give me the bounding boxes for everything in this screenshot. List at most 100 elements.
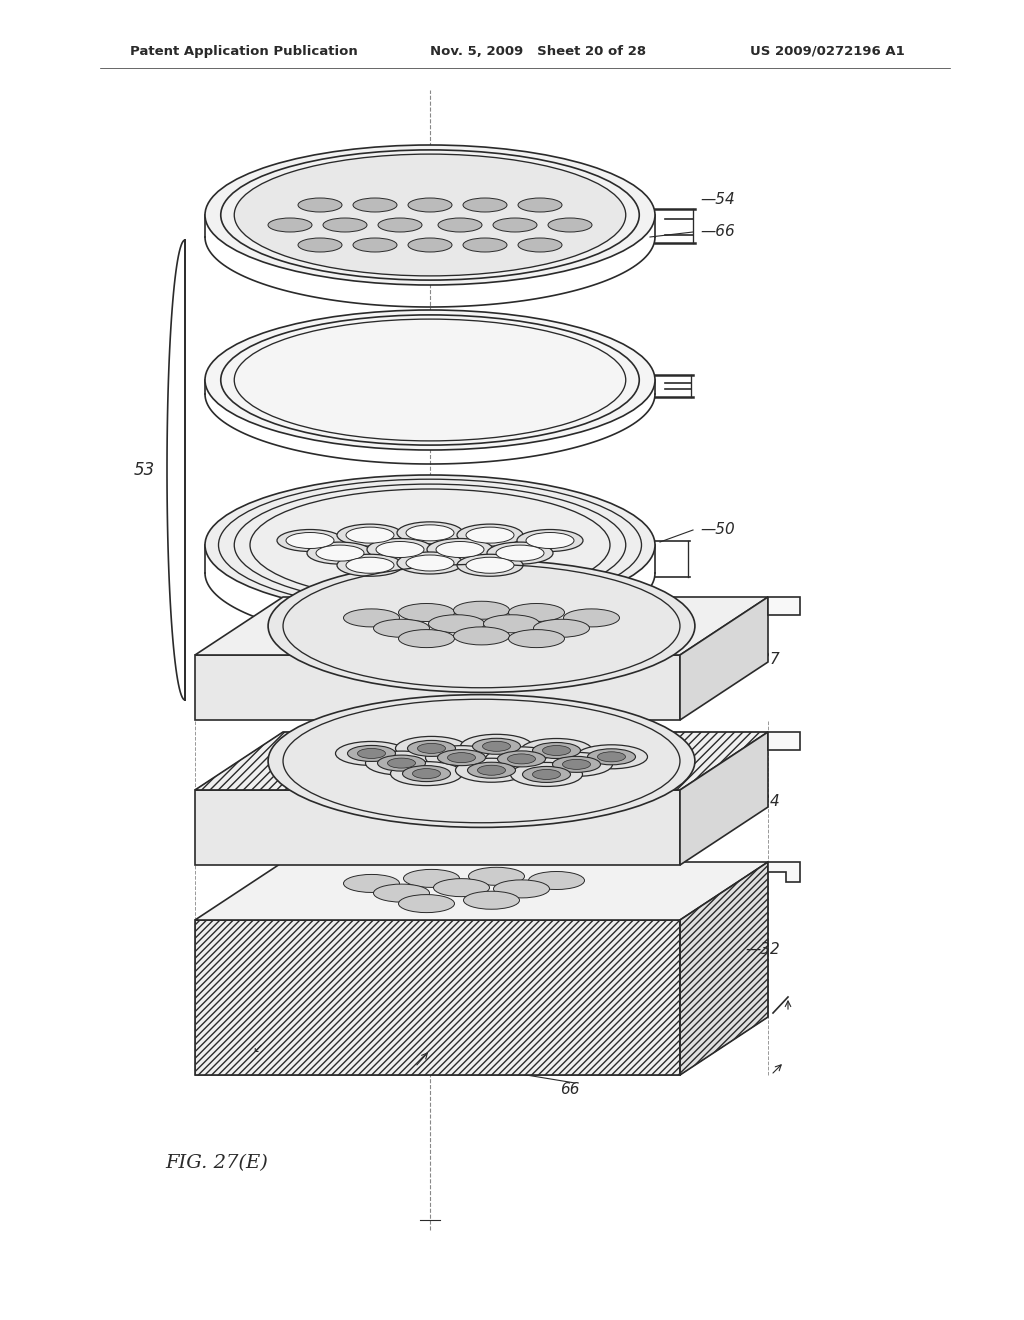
Ellipse shape bbox=[541, 752, 612, 776]
Text: —32: —32 bbox=[745, 942, 779, 957]
Ellipse shape bbox=[307, 543, 373, 564]
Ellipse shape bbox=[494, 880, 550, 898]
Polygon shape bbox=[680, 862, 768, 1074]
Ellipse shape bbox=[428, 615, 484, 632]
Ellipse shape bbox=[543, 746, 570, 755]
Ellipse shape bbox=[509, 630, 564, 648]
Ellipse shape bbox=[456, 758, 527, 783]
Ellipse shape bbox=[522, 767, 570, 783]
Ellipse shape bbox=[447, 752, 475, 763]
Ellipse shape bbox=[346, 527, 394, 543]
Ellipse shape bbox=[477, 766, 506, 775]
Ellipse shape bbox=[575, 744, 647, 768]
Ellipse shape bbox=[353, 198, 397, 213]
Polygon shape bbox=[195, 733, 768, 789]
Text: 66: 66 bbox=[560, 1082, 580, 1097]
Ellipse shape bbox=[406, 525, 454, 541]
Ellipse shape bbox=[588, 748, 636, 764]
Ellipse shape bbox=[268, 694, 695, 828]
Ellipse shape bbox=[454, 627, 510, 645]
Ellipse shape bbox=[496, 545, 544, 561]
Ellipse shape bbox=[528, 871, 585, 890]
Ellipse shape bbox=[427, 539, 493, 561]
Ellipse shape bbox=[278, 529, 343, 552]
Text: $\swarrow$: $\swarrow$ bbox=[250, 1041, 263, 1055]
Ellipse shape bbox=[343, 609, 399, 627]
Ellipse shape bbox=[518, 238, 562, 252]
Text: —37: —37 bbox=[745, 652, 779, 668]
Ellipse shape bbox=[520, 738, 593, 763]
Ellipse shape bbox=[346, 557, 394, 573]
Ellipse shape bbox=[387, 758, 416, 768]
Ellipse shape bbox=[469, 867, 524, 886]
Ellipse shape bbox=[397, 521, 463, 544]
Ellipse shape bbox=[597, 752, 626, 762]
Text: US 2009/0272196 A1: US 2009/0272196 A1 bbox=[750, 45, 905, 58]
Ellipse shape bbox=[472, 738, 520, 754]
Ellipse shape bbox=[548, 218, 592, 232]
Ellipse shape bbox=[457, 554, 523, 577]
Ellipse shape bbox=[205, 310, 655, 450]
Ellipse shape bbox=[466, 527, 514, 543]
Ellipse shape bbox=[336, 742, 408, 766]
Ellipse shape bbox=[403, 870, 460, 887]
Text: Patent Application Publication: Patent Application Publication bbox=[130, 45, 357, 58]
Ellipse shape bbox=[466, 557, 514, 573]
Ellipse shape bbox=[463, 198, 507, 213]
Polygon shape bbox=[768, 862, 800, 882]
Polygon shape bbox=[195, 597, 768, 655]
Ellipse shape bbox=[483, 615, 540, 632]
Text: FIG. 27(E): FIG. 27(E) bbox=[165, 1154, 268, 1172]
Ellipse shape bbox=[485, 747, 557, 771]
Ellipse shape bbox=[395, 737, 468, 760]
Ellipse shape bbox=[390, 762, 463, 785]
Ellipse shape bbox=[402, 766, 451, 781]
Ellipse shape bbox=[337, 554, 403, 577]
Polygon shape bbox=[195, 862, 768, 920]
Text: Nov. 5, 2009   Sheet 20 of 28: Nov. 5, 2009 Sheet 20 of 28 bbox=[430, 45, 646, 58]
Ellipse shape bbox=[562, 759, 591, 770]
Ellipse shape bbox=[437, 750, 485, 766]
Ellipse shape bbox=[353, 238, 397, 252]
Ellipse shape bbox=[323, 218, 367, 232]
Ellipse shape bbox=[398, 603, 455, 622]
Ellipse shape bbox=[487, 543, 553, 564]
Ellipse shape bbox=[376, 541, 424, 557]
Ellipse shape bbox=[526, 532, 574, 549]
Polygon shape bbox=[768, 733, 800, 750]
Text: —54: —54 bbox=[700, 193, 735, 207]
Ellipse shape bbox=[518, 198, 562, 213]
Ellipse shape bbox=[397, 552, 463, 574]
Ellipse shape bbox=[343, 874, 399, 892]
Ellipse shape bbox=[482, 742, 511, 751]
Text: —34: —34 bbox=[745, 795, 779, 809]
Ellipse shape bbox=[436, 541, 484, 557]
Ellipse shape bbox=[461, 734, 532, 758]
Ellipse shape bbox=[508, 754, 536, 764]
Ellipse shape bbox=[234, 154, 626, 276]
Ellipse shape bbox=[298, 238, 342, 252]
Polygon shape bbox=[680, 733, 768, 865]
Ellipse shape bbox=[408, 238, 452, 252]
Polygon shape bbox=[195, 789, 680, 865]
Text: 53: 53 bbox=[134, 461, 155, 479]
Ellipse shape bbox=[316, 545, 364, 561]
Ellipse shape bbox=[457, 524, 523, 546]
Polygon shape bbox=[195, 920, 680, 1074]
Ellipse shape bbox=[408, 198, 452, 213]
Ellipse shape bbox=[511, 763, 583, 787]
Ellipse shape bbox=[366, 751, 437, 775]
Ellipse shape bbox=[398, 895, 455, 912]
Ellipse shape bbox=[357, 748, 385, 759]
Ellipse shape bbox=[347, 746, 395, 762]
Ellipse shape bbox=[464, 891, 519, 909]
Ellipse shape bbox=[205, 475, 655, 615]
Ellipse shape bbox=[398, 630, 455, 648]
Text: —66: —66 bbox=[700, 224, 735, 239]
Ellipse shape bbox=[532, 770, 560, 779]
Ellipse shape bbox=[509, 603, 564, 622]
Ellipse shape bbox=[298, 198, 342, 213]
Ellipse shape bbox=[498, 751, 546, 767]
Ellipse shape bbox=[205, 145, 655, 285]
Ellipse shape bbox=[468, 762, 515, 779]
